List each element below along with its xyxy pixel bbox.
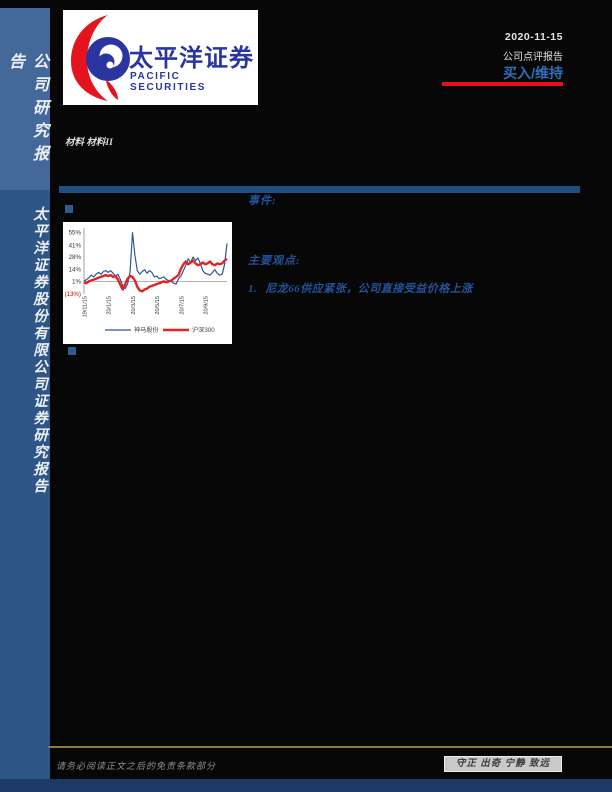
footer-divider-line <box>48 746 612 748</box>
sidebar-company-line: 太平洋证券股份有限公司证券研究报告 <box>31 206 47 495</box>
logo-en-text: PACIFIC SECURITIES <box>130 71 207 93</box>
report-type: 公司点评报告 <box>503 52 563 63</box>
bullet-square-icon <box>68 347 76 355</box>
x-tick-label: 20/3/15 <box>131 296 137 315</box>
rating-underline <box>442 82 563 86</box>
performance-chart: 55% 41% 28% 14% 1% (13%) 19/11/15 20/1/15 20/3/1… <box>63 222 232 344</box>
series-line-0 <box>83 232 228 290</box>
performance-chart-svg: 55% 41% 28% 14% 1% (13%)19/11/15 20/1/15 20/3/1… <box>64 228 228 334</box>
bullet-square-icon <box>65 205 73 213</box>
point-text: 尼龙66供应紧张，公司直接受益价格上涨 <box>265 283 473 295</box>
point-number: 1. <box>248 283 258 295</box>
view-point-1: 1. 尼龙66供应紧张，公司直接受益价格上涨 <box>248 280 548 296</box>
sidebar-top-band: 公司研究报告 <box>0 8 50 190</box>
pacific-securities-logo-icon <box>71 15 130 101</box>
series-line-1 <box>83 257 228 293</box>
y-tick-label: 41% <box>69 242 82 249</box>
company-logo: 太平洋证券 PACIFIC SECURITIES <box>63 10 258 105</box>
legend-label: 沪深300 <box>192 326 215 334</box>
x-tick-label: 20/9/15 <box>204 296 210 315</box>
y-tick-label: 28% <box>69 254 82 261</box>
event-heading: 事件: <box>248 195 277 207</box>
report-date: 2020-11-15 <box>504 31 563 43</box>
y-tick-label: 55% <box>69 230 82 237</box>
sidebar-bottom-band: 太平洋证券股份有限公司证券研究报告 <box>0 190 50 779</box>
y-tick-label: 14% <box>69 267 82 274</box>
x-tick-label: 19/11/15 <box>83 296 89 317</box>
x-tick-label: 20/7/15 <box>179 296 185 315</box>
section-divider-bar <box>59 186 580 193</box>
rating-badge: 买入/维持 <box>503 65 563 81</box>
main-views-heading: 主要观点: <box>248 255 301 267</box>
bottom-navy-strip <box>0 779 612 792</box>
y-tick-label: (13%) <box>64 291 81 298</box>
sidebar-report-category: 公司研究报告 <box>6 53 47 168</box>
logo-cn-text: 太平洋证券 <box>129 45 254 72</box>
industry-label: 材料 材料II <box>65 138 113 148</box>
y-tick-label: 1% <box>72 278 81 285</box>
company-motto-badge: 守正 出奇 宁静 致远 <box>444 756 562 772</box>
x-tick-label: 20/5/15 <box>155 296 161 315</box>
x-tick-label: 20/1/15 <box>107 296 113 315</box>
legend-label: 神马股份 <box>134 326 160 334</box>
footer-disclaimer: 请务必阅读正文之后的免责条款部分 <box>56 761 217 771</box>
